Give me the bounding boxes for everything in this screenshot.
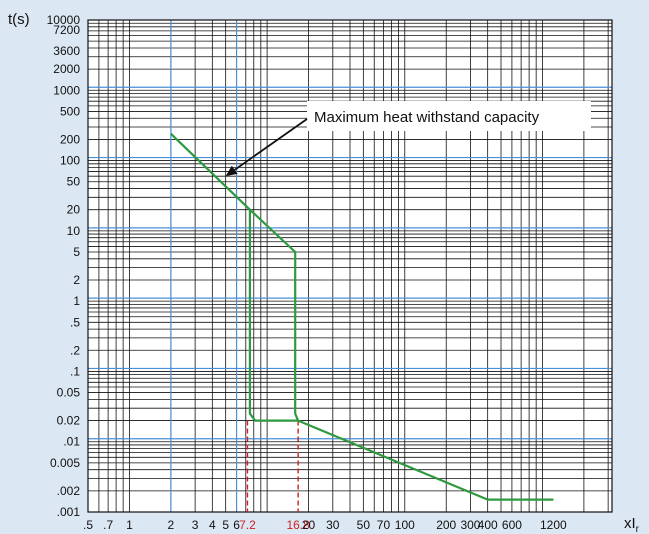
annotation-box (307, 101, 591, 131)
x-tick-label: 5 (222, 518, 229, 532)
y-tick-label: .002 (57, 484, 81, 498)
plot-frame (87, 19, 613, 513)
x-tick-label: 70 (377, 518, 391, 532)
y-tick-label: .5 (70, 315, 80, 329)
x-tick-label: 2 (168, 518, 175, 532)
x-tick-label: 16.8 (286, 518, 310, 532)
x-tick-label: 100 (395, 518, 415, 532)
y-tick-label: 500 (60, 104, 80, 118)
y-tick-label: 3600 (53, 44, 80, 58)
series-layer (170, 133, 554, 501)
y-tick-label: .1 (70, 364, 80, 378)
y-tick-label: 200 (60, 132, 80, 146)
annotation-arrow (234, 118, 308, 171)
y-tick-label: .001 (57, 505, 81, 519)
annotation: Maximum heat withstand capacity (225, 101, 591, 177)
grid-layer (87, 19, 613, 513)
y-tick-label: 2000 (53, 62, 80, 76)
y-axis-label: t(s) (8, 11, 30, 28)
y-tick-label: 7200 (53, 23, 80, 37)
x-tick-label: 50 (357, 518, 371, 532)
x-axis-label-subscript: r (636, 524, 640, 534)
x-tick-label: 1200 (540, 518, 567, 532)
series-line (248, 209, 299, 422)
y-tick-label: 0.005 (50, 456, 80, 470)
y-tick-label: 2 (73, 273, 80, 287)
x-tick-label: 4 (209, 518, 216, 532)
x-axis-label-main: xI (624, 515, 636, 532)
y-tick-label: 0.05 (57, 386, 81, 400)
x-tick-label: 20 (302, 518, 316, 532)
y-tick-label: 0.02 (57, 414, 81, 428)
y-tick-label: .2 (70, 343, 80, 357)
y-tick-label: 10 (67, 224, 81, 238)
y-tick-label: 1000 (53, 83, 80, 97)
x-axis-label: xIr (624, 515, 640, 534)
x-tick-label: 300 (460, 518, 480, 532)
x-tick-label: 3 (192, 518, 199, 532)
x-tick-label: 6 (233, 518, 240, 532)
x-tick-label: 600 (502, 518, 522, 532)
x-tick-label: 30 (326, 518, 340, 532)
x-tick-label: 7.2 (239, 518, 256, 532)
reference-line-layer (246, 420, 299, 512)
annotation-arrow-head (225, 165, 238, 177)
y-tick-label: 100 (60, 154, 80, 168)
x-tick-label: .5 (83, 518, 93, 532)
x-tick-label: 400 (478, 518, 498, 532)
y-tick-label: 50 (67, 175, 81, 189)
x-tick-label: 1 (126, 518, 133, 532)
y-tick-label: .01 (63, 435, 80, 449)
annotation-text: Maximum heat withstand capacity (314, 109, 540, 126)
x-tick-label: 200 (436, 518, 456, 532)
y-tick-label: 10000 (47, 13, 81, 27)
y-tick-label: 5 (73, 245, 80, 259)
x-tick-label: .7 (103, 518, 113, 532)
y-tick-label: 20 (67, 203, 81, 217)
y-tick-label: 1 (73, 294, 80, 308)
